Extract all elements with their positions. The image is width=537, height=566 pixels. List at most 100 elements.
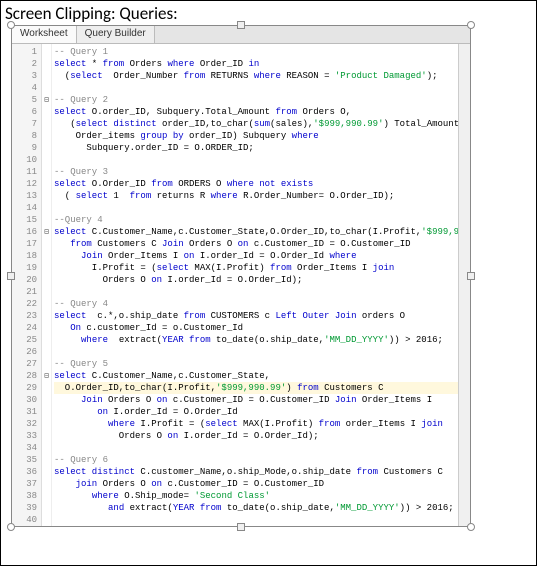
keyword: group by — [140, 131, 183, 141]
token: ); — [427, 71, 438, 81]
fold-marker — [42, 274, 51, 286]
resize-handle-tl[interactable] — [7, 21, 15, 29]
token: order_ID) Subquery — [184, 131, 292, 141]
screen-clip-object[interactable]: Worksheet Query Builder 1234567891011121… — [11, 25, 471, 527]
token: Order_ID — [194, 59, 248, 69]
keyword: from — [70, 239, 92, 249]
keyword: from — [270, 263, 292, 273]
fold-marker[interactable]: ⊟ — [42, 94, 51, 106]
tab-query-builder[interactable]: Query Builder — [77, 26, 155, 43]
tab-worksheet[interactable]: Worksheet — [12, 26, 77, 43]
vertical-scrollbar[interactable] — [458, 44, 470, 526]
keyword: from — [103, 59, 125, 69]
clip-title: Screen Clipping: Queries: — [1, 1, 536, 28]
fold-marker — [42, 46, 51, 58]
fold-marker — [42, 238, 51, 250]
resize-handle-left[interactable] — [7, 272, 15, 280]
keyword: from — [356, 467, 378, 477]
line-number: 11 — [12, 166, 41, 178]
string-literal: 'Second Class' — [194, 491, 270, 501]
comment: -- Query 3 — [54, 167, 108, 177]
token: C.customer_Name,o.ship_Mode,o.ship_date — [135, 467, 356, 477]
line-number: 25 — [12, 334, 41, 346]
token: Orders O — [184, 239, 238, 249]
fold-marker — [42, 394, 51, 406]
token: I.Profit = ( — [135, 419, 205, 429]
resize-handle-bottom[interactable] — [237, 523, 245, 531]
keyword: Join — [81, 395, 103, 405]
token: I.order_Id = O.Order_Id — [108, 407, 238, 417]
code-line: select distinct C.customer_Name,o.ship_M… — [54, 466, 470, 478]
code-line — [54, 442, 470, 454]
code-line — [54, 202, 470, 214]
line-number: 14 — [12, 202, 41, 214]
keyword: where — [167, 59, 194, 69]
token: O.Ship_mode= — [119, 491, 195, 501]
code-line — [54, 286, 470, 298]
token: O.order_ID, Subquery.Total_Amount — [86, 107, 275, 117]
resize-handle-bl[interactable] — [7, 523, 15, 531]
code-line: select c.*,o.ship_date from CUSTOMERS c … — [54, 310, 470, 322]
string-literal: 'MM_DD_YYYY' — [324, 335, 389, 345]
token: * — [86, 59, 102, 69]
keyword: select — [54, 59, 86, 69]
token: Customers C — [92, 239, 162, 249]
token: ( — [54, 191, 76, 201]
resize-handle-br[interactable] — [467, 523, 475, 531]
keyword: on — [167, 431, 178, 441]
token: order_Items I — [340, 419, 421, 429]
token: Orders O, — [297, 107, 351, 117]
token — [54, 419, 108, 429]
keyword: from — [130, 191, 152, 201]
code-line: I.Profit = (select MAX(I.Profit) from Or… — [54, 262, 470, 274]
code-line: --Query 4 — [54, 214, 470, 226]
fold-marker[interactable]: ⊟ — [42, 370, 51, 382]
code-line — [54, 154, 470, 166]
line-number: 23 — [12, 310, 41, 322]
line-number: 5 — [12, 94, 41, 106]
code-line — [54, 82, 470, 94]
code-editor[interactable]: 1234567891011121314151617181920212223242… — [12, 44, 470, 526]
line-number: 35 — [12, 454, 41, 466]
token: Orders O — [54, 275, 151, 285]
keyword: select distinct — [76, 119, 157, 129]
fold-gutter: ⊟ ⊟ ⊟ — [42, 44, 52, 526]
token: I.order_Id = O.Order_Id — [194, 251, 329, 261]
token: c.Customer_ID = O.Customer_ID — [248, 239, 410, 249]
line-number: 28 — [12, 370, 41, 382]
fold-marker[interactable]: ⊟ — [42, 226, 51, 238]
token: ( — [54, 119, 76, 129]
fold-marker — [42, 58, 51, 70]
fold-marker — [42, 322, 51, 334]
resize-handle-tr[interactable] — [467, 21, 475, 29]
code-line: join Orders O on c.Customer_ID = O.Custo… — [54, 478, 470, 490]
line-number: 20 — [12, 274, 41, 286]
line-number: 3 — [12, 70, 41, 82]
line-number: 22 — [12, 298, 41, 310]
keyword: where — [81, 335, 108, 345]
fold-marker — [42, 130, 51, 142]
string-literal: '$999,990.99' — [216, 383, 286, 393]
resize-handle-right[interactable] — [467, 272, 475, 280]
document-frame: Screen Clipping: Queries: Worksheet Quer… — [0, 0, 537, 566]
keyword: from — [297, 383, 319, 393]
fold-marker — [42, 334, 51, 346]
line-number: 21 — [12, 286, 41, 298]
code-line: select O.Order_ID from ORDERS O where no… — [54, 178, 470, 190]
keyword: on — [151, 479, 162, 489]
fold-marker — [42, 286, 51, 298]
code-line: Orders O on I.order_Id = O.Order_Id); — [54, 274, 470, 286]
token: extract( — [124, 503, 173, 513]
line-number: 26 — [12, 346, 41, 358]
keyword: Join — [335, 395, 357, 405]
line-number: 36 — [12, 466, 41, 478]
resize-handle-top[interactable] — [237, 21, 245, 29]
token: REASON = — [281, 71, 335, 81]
fold-marker — [42, 346, 51, 358]
fold-marker — [42, 82, 51, 94]
code-text-area[interactable]: -- Query 1select * from Orders where Ord… — [52, 44, 470, 526]
code-line: select C.Customer_Name,c.Customer_State, — [54, 370, 470, 382]
line-number: 30 — [12, 394, 41, 406]
line-number: 37 — [12, 478, 41, 490]
keyword: on — [97, 407, 108, 417]
